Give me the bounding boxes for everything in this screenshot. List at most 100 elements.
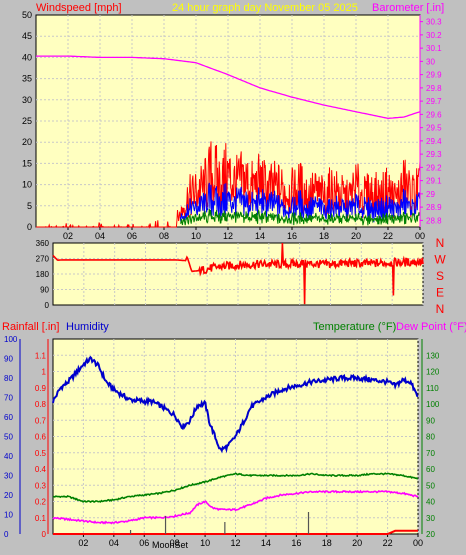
temp-chart: 02 04 06 08 10 12 14 16 18 20 22 000102030405060708…: [4, 335, 440, 548]
wind-chart: 02 04 06 08 10 12 14 16 18 20 22 000510152025303540…: [22, 10, 442, 241]
temp-x-tick-label: 00: [413, 538, 423, 548]
temp-x-tick-label: 16: [291, 538, 301, 548]
temp-x-tick-label: 06: [139, 538, 149, 548]
temperature-y-tick-label: 40: [426, 498, 435, 507]
chart-title: 24 hour graph day November 05 2025: [172, 2, 358, 14]
temperature-y-tick-label: 70: [426, 449, 435, 458]
direction-y-tick-label: 90: [40, 286, 49, 295]
baro-y-tick-label: 28.9: [426, 203, 442, 212]
wind-y-tick-label: 10: [22, 180, 32, 190]
wind-minimum-series-line: [179, 208, 421, 226]
direction-y-tick-label: 0: [45, 301, 50, 310]
direction-y-tick-label: 360: [36, 239, 50, 248]
compass-label: N: [436, 302, 445, 316]
baro-y-tick-label: 29.5: [426, 124, 442, 133]
wind-x-tick-label: 04: [95, 231, 105, 241]
humidity-y-tick-label: 60: [4, 413, 13, 422]
wind-y-tick-label: 15: [22, 158, 32, 168]
temperature-axis-title: Temperature (°F): [313, 321, 396, 333]
wind-x-tick-label: 12: [223, 231, 233, 241]
wind-x-tick-label: 14: [255, 231, 265, 241]
temp-x-tick-label: 04: [109, 538, 119, 548]
temperature-y-tick-label: 100: [426, 400, 440, 409]
barometer-series-line: [36, 55, 421, 120]
wind-y-tick-label: 40: [22, 52, 32, 62]
baro-y-tick-label: 29.8: [426, 84, 442, 93]
humidity-y-tick-label: 90: [4, 355, 13, 364]
humidity-series-line: [52, 355, 419, 454]
baro-y-tick-label: 29: [426, 190, 435, 199]
baro-y-tick-label: 29.2: [426, 163, 442, 172]
baro-y-tick-label: 29.7: [426, 97, 442, 106]
wind-y-tick-label: 20: [22, 137, 32, 147]
rainfall-y-tick-label: 0.3: [35, 481, 47, 490]
barometer-axis-title: Barometer [.in]: [372, 2, 444, 14]
temperature-y-tick-label: 50: [426, 481, 435, 490]
rainfall-y-tick-label: 0.6: [35, 433, 47, 442]
temp-x-tick-label: 22: [383, 538, 393, 548]
direction-y-tick-label: 270: [36, 255, 50, 264]
humidity-y-tick-label: 20: [4, 491, 13, 500]
rainfall-y-tick-label: 0.5: [35, 449, 47, 458]
humidity-axis-title: Humidity: [66, 321, 109, 333]
direction-y-tick-label: 180: [36, 270, 50, 279]
humidity-y-tick-label: 80: [4, 374, 13, 383]
baro-y-tick-label: 30.2: [426, 31, 442, 40]
temperature-y-tick-label: 80: [426, 433, 435, 442]
wind-x-tick-label: 02: [63, 231, 73, 241]
temperature-y-tick-label: 60: [426, 465, 435, 474]
dewpoint-series-line: [52, 489, 419, 525]
humidity-y-tick-label: 100: [4, 335, 18, 344]
moonset-label: MoonSet: [152, 540, 189, 550]
rainfall-axis-title: Rainfall [.in]: [2, 321, 59, 333]
baro-y-tick-label: 29.3: [426, 150, 442, 159]
temp-x-tick-label: 12: [230, 538, 240, 548]
temp-x-tick-label: 14: [261, 538, 271, 548]
temperature-y-tick-label: 20: [426, 530, 435, 539]
wind-y-tick-label: 35: [22, 74, 32, 84]
wind-x-tick-label: 00: [415, 231, 425, 241]
wind-y-tick-label: 30: [22, 95, 32, 105]
humidity-y-tick-label: 50: [4, 433, 13, 442]
wind-x-tick-label: 16: [287, 231, 297, 241]
temp-x-tick-label: 02: [78, 538, 88, 548]
humidity-y-tick-label: 0: [4, 530, 9, 539]
wind-y-tick-label: 0: [27, 222, 32, 232]
rainfall-y-tick-label: 0.8: [35, 400, 47, 409]
temperature-y-tick-label: 110: [426, 384, 439, 393]
humidity-y-tick-label: 40: [4, 452, 13, 461]
baro-y-tick-label: 29.1: [426, 177, 442, 186]
temp-x-tick-label: 20: [352, 538, 362, 548]
humidity-y-tick-label: 10: [4, 511, 13, 520]
windspeed-axis-title: Windspeed [mph]: [36, 2, 122, 14]
wind-y-tick-label: 45: [22, 31, 32, 41]
baro-y-tick-label: 30.1: [426, 44, 442, 53]
dewpoint-axis-title: Dew Point (°F): [396, 321, 466, 333]
wind-x-tick-label: 18: [319, 231, 329, 241]
rainfall-y-tick-label: 0.2: [35, 498, 47, 507]
wind-x-tick-label: 08: [159, 231, 169, 241]
temperature-y-tick-label: 90: [426, 416, 435, 425]
humidity-y-tick-label: 70: [4, 394, 13, 403]
temperature-y-tick-label: 30: [426, 514, 435, 523]
compass-label: S: [436, 269, 444, 283]
rainfall-y-tick-label: 0.7: [35, 416, 47, 425]
baro-y-tick-label: 29.6: [426, 110, 442, 119]
baro-y-tick-label: 30: [426, 57, 435, 66]
rainfall-y-tick-label: 0.1: [35, 514, 47, 523]
wind-y-tick-label: 50: [22, 10, 32, 20]
baro-y-tick-label: 30.3: [426, 18, 442, 27]
compass-label: E: [436, 286, 444, 300]
rainfall-y-tick-label: 1.1: [35, 351, 47, 360]
temperature-y-tick-label: 130: [426, 351, 440, 360]
baro-y-tick-label: 29.4: [426, 137, 442, 146]
wind-direction-series-line: [52, 242, 424, 305]
temp-x-tick-label: 18: [322, 538, 332, 548]
rainfall-y-tick-label: 0.4: [35, 465, 47, 474]
wind-y-tick-label: 25: [22, 116, 32, 126]
rainfall-y-tick-label: 0: [42, 530, 47, 539]
temp-x-tick-label: 10: [200, 538, 210, 548]
rainfall-y-tick-label: 1: [42, 368, 47, 377]
rainfall-y-tick-label: 0.9: [35, 384, 47, 393]
